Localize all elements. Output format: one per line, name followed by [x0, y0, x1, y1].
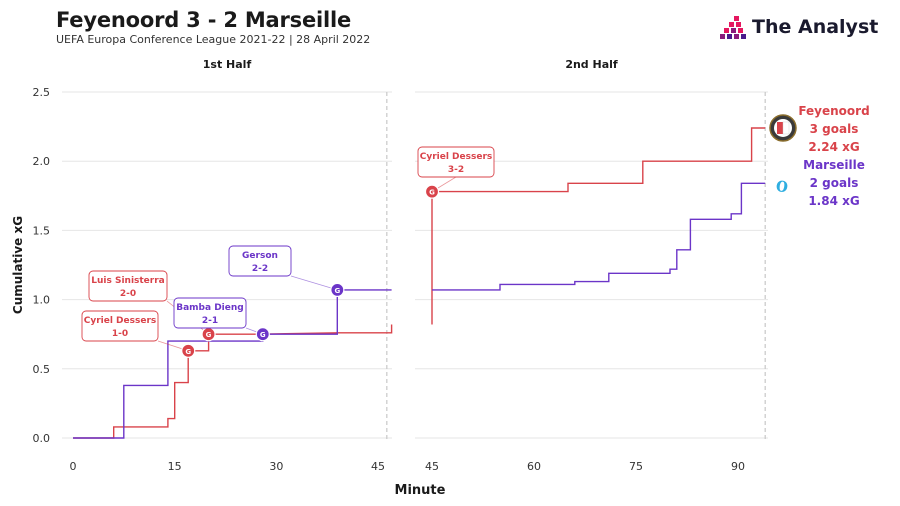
goal-score-label: 1-0	[112, 329, 128, 339]
goal-scorer-label: Cyriel Dessers	[420, 152, 493, 162]
goal-scorer-label: Gerson	[242, 251, 278, 261]
crest-white	[782, 121, 790, 135]
goal-callout-box	[417, 146, 495, 178]
crest-red	[777, 121, 783, 134]
y-tick-label: 0.0	[33, 432, 51, 445]
goal-callout-box	[81, 310, 159, 342]
y-tick-label: 2.0	[33, 155, 51, 168]
goal-callout-box	[88, 270, 168, 302]
goal-marker	[330, 282, 345, 298]
brand-text: The Analyst	[752, 16, 879, 38]
y-tick-label: 2.5	[33, 86, 51, 99]
page-title: Feyenoord 3 - 2 Marseille	[56, 8, 352, 32]
end-label: 3 goals	[810, 122, 859, 136]
x-tick-label: 45	[425, 460, 439, 473]
goal-marker-label: G	[334, 287, 340, 295]
x-tick-label: 30	[269, 460, 283, 473]
y-axis-label: Cumulative xG	[11, 216, 25, 314]
x-tick-label: 60	[527, 460, 541, 473]
goal-marker	[424, 184, 440, 199]
brand-logo: The Analyst	[720, 14, 880, 44]
goal-callout-connector	[290, 275, 338, 291]
x-tick-label: 15	[168, 460, 182, 473]
marseille-crest-icon: ℴ	[776, 168, 788, 198]
end-label: 2.24 xG	[808, 140, 859, 154]
goal-marker	[181, 343, 196, 358]
goal-score-label: 3-2	[448, 165, 464, 175]
x-tick-label: 75	[629, 460, 643, 473]
series-line-feyenoord	[431, 127, 766, 325]
page-subtitle: UEFA Europa Conference League 2021-22 | …	[56, 33, 371, 46]
x-tick-label: 90	[731, 460, 745, 473]
x-tick-label: 45	[371, 460, 385, 473]
goal-scorer-label: Cyriel Dessers	[84, 316, 157, 326]
goal-score-label: 2-2	[252, 264, 268, 274]
goal-marker-label: G	[206, 331, 212, 339]
goal-callout-box	[173, 297, 247, 329]
goal-score-label: 2-1	[202, 316, 218, 326]
crest-om: ℴ	[776, 168, 788, 198]
end-label: Feyenoord	[798, 104, 869, 118]
goal-marker	[255, 327, 270, 342]
y-tick-label: 1.5	[33, 224, 51, 237]
x-axis-label: Minute	[395, 483, 446, 498]
feyenoord-crest-icon	[769, 114, 797, 142]
x-tick-label: 0	[70, 460, 77, 473]
end-label: 2 goals	[810, 176, 859, 190]
panel-title: 2nd Half	[565, 58, 618, 71]
series-line-marseille	[432, 182, 766, 291]
series-line-marseille	[73, 289, 392, 439]
goal-marker-label: G	[429, 189, 435, 197]
end-label: 1.84 xG	[808, 194, 859, 208]
series-line-feyenoord	[73, 324, 393, 439]
goal-marker-label: G	[185, 348, 191, 356]
goal-marker-label: G	[260, 331, 266, 339]
panel-title: 1st Half	[203, 58, 252, 71]
goal-score-label: 2-0	[120, 289, 136, 299]
goal-scorer-label: Luis Sinisterra	[91, 276, 165, 286]
y-tick-label: 0.5	[33, 363, 51, 376]
goal-scorer-label: Bamba Dieng	[176, 303, 243, 313]
y-tick-label: 1.0	[33, 294, 51, 307]
goal-callout-box	[228, 245, 292, 277]
analyst-logo-icon	[720, 16, 746, 39]
end-label: Marseille	[803, 158, 865, 172]
